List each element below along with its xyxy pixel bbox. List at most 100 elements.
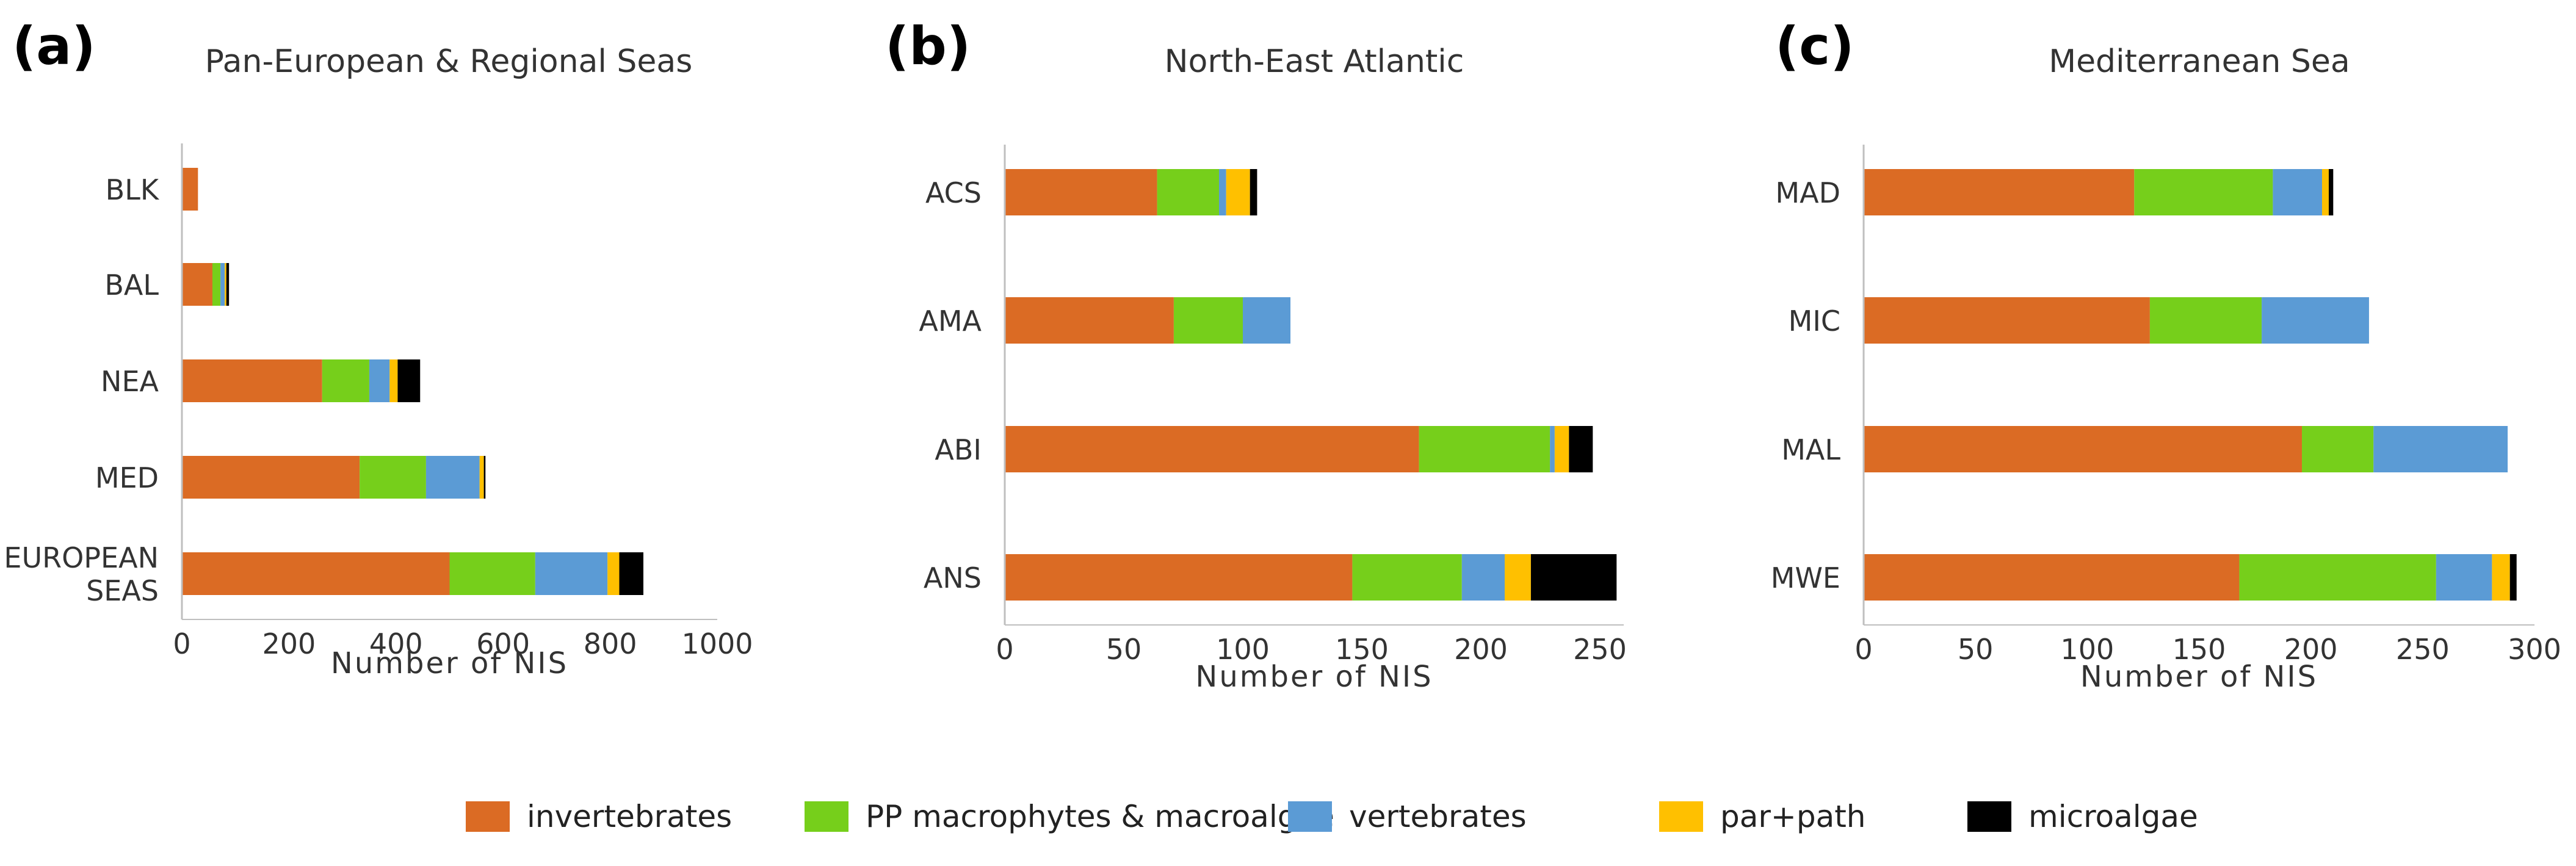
bar-segment	[1864, 169, 2135, 215]
legend-label-parpath: par+path	[1720, 799, 1866, 834]
chart-title: North-East Atlantic	[1165, 43, 1464, 80]
x-tick-label: 0	[1854, 633, 1872, 666]
bar-segment	[2302, 426, 2374, 472]
x-tick-label: 300	[2508, 633, 2561, 666]
bar-segment	[1864, 297, 2150, 344]
bar-segment	[182, 552, 450, 595]
bar-segment	[479, 456, 484, 499]
category-label: ABI	[935, 433, 982, 466]
x-tick-label: 1000	[681, 627, 753, 660]
x-axis-label: Number of NIS	[331, 646, 568, 680]
bar-segment	[1005, 169, 1157, 215]
category-label: AMA	[919, 305, 982, 337]
bar-segment	[369, 359, 390, 402]
x-tick-label: 250	[2396, 633, 2450, 666]
x-tick-label: 200	[262, 627, 316, 660]
bar-segment	[1157, 169, 1219, 215]
legend-swatch-microalgae	[1967, 801, 2011, 832]
x-tick-label: 800	[584, 627, 637, 660]
x-tick-label: 600	[476, 627, 530, 660]
category-label: MAD	[1775, 176, 1840, 209]
x-tick-label: 250	[1573, 633, 1627, 666]
bar-segment	[182, 263, 212, 306]
legend-swatch-pp	[805, 801, 848, 832]
category-label: BLK	[106, 173, 160, 206]
category-label: MAL	[1781, 433, 1840, 466]
category-label: ANS	[924, 561, 982, 594]
bar-segment	[2509, 554, 2517, 601]
bar-segment	[360, 456, 426, 499]
bar-segment	[2273, 169, 2322, 215]
x-tick-label: 100	[1216, 633, 1270, 666]
legend-label-invertebrates: invertebrates	[527, 799, 732, 834]
bar-segment	[2328, 169, 2334, 215]
category-label: MIC	[1789, 305, 1840, 337]
legend-swatch-parpath	[1659, 801, 1703, 832]
category-label: BAL	[104, 269, 159, 301]
legend-label-pp: PP macrophytes & macroalgae	[866, 799, 1334, 834]
bar-segment	[1569, 426, 1593, 472]
bar-segment	[449, 552, 535, 595]
category-label: EUROPEAN	[4, 541, 159, 574]
panel-letter: (a)	[12, 16, 96, 77]
bar-segment	[182, 168, 198, 211]
x-tick-label: 50	[1958, 633, 1994, 666]
bar-segment	[2492, 554, 2510, 601]
bar-segment	[1554, 426, 1569, 472]
x-tick-label: 0	[173, 627, 190, 660]
bar-segment	[2262, 297, 2369, 344]
legend-swatch-invertebrates	[466, 801, 510, 832]
bar-segment	[1226, 169, 1250, 215]
bar-segment	[2436, 554, 2492, 601]
panel-letter: (c)	[1775, 16, 1854, 77]
bar-segment	[2373, 426, 2508, 472]
x-axis-label: Number of NIS	[2080, 660, 2318, 694]
chart-title: Mediterranean Sea	[2049, 43, 2350, 80]
x-tick-label: 200	[1454, 633, 1508, 666]
bar-segment	[226, 263, 230, 306]
bar-segment	[619, 552, 643, 595]
bar-segment	[425, 456, 480, 499]
bar-segment	[397, 359, 421, 402]
x-tick-label: 0	[996, 633, 1013, 666]
bar-segment	[220, 263, 225, 306]
category-label: MED	[95, 461, 159, 494]
bar-segment	[1243, 297, 1290, 344]
category-label: SEAS	[86, 574, 159, 607]
bar-segment	[2134, 169, 2273, 215]
bar-segment	[225, 263, 226, 306]
bar-segment	[1864, 426, 2303, 472]
legend-label-vertebrates: vertebrates	[1349, 799, 1527, 834]
category-label: ACS	[925, 176, 982, 209]
x-tick-label: 100	[2060, 633, 2114, 666]
bar-segment	[1419, 426, 1550, 472]
bar-segment	[182, 456, 360, 499]
bar-segment	[1352, 554, 1462, 601]
bar-segment	[483, 456, 486, 499]
bar-segment	[1461, 554, 1505, 601]
bar-segment	[389, 359, 398, 402]
x-tick-label: 150	[1335, 633, 1389, 666]
category-label: MWE	[1771, 561, 1840, 594]
x-tick-label: 200	[2284, 633, 2338, 666]
bar-segment	[1219, 169, 1226, 215]
bar-segment	[1550, 426, 1555, 472]
bar-segment	[2239, 554, 2436, 601]
bar-segment	[1005, 554, 1353, 601]
legend-label-microalgae: microalgae	[2028, 799, 2198, 834]
bar-segment	[1864, 554, 2240, 601]
bar-segment	[607, 552, 620, 595]
x-tick-label: 50	[1106, 633, 1142, 666]
bar-segment	[2321, 169, 2329, 215]
bar-segment	[1250, 169, 1257, 215]
bar-segment	[212, 263, 221, 306]
bar-segment	[2149, 297, 2262, 344]
chart-title: Pan-European & Regional Seas	[205, 43, 693, 80]
bar-segment	[1005, 297, 1174, 344]
bar-segment	[182, 359, 322, 402]
bar-segment	[1505, 554, 1531, 601]
bar-segment	[1173, 297, 1243, 344]
bar-segment	[1530, 554, 1617, 601]
panel-letter: (b)	[885, 16, 971, 77]
